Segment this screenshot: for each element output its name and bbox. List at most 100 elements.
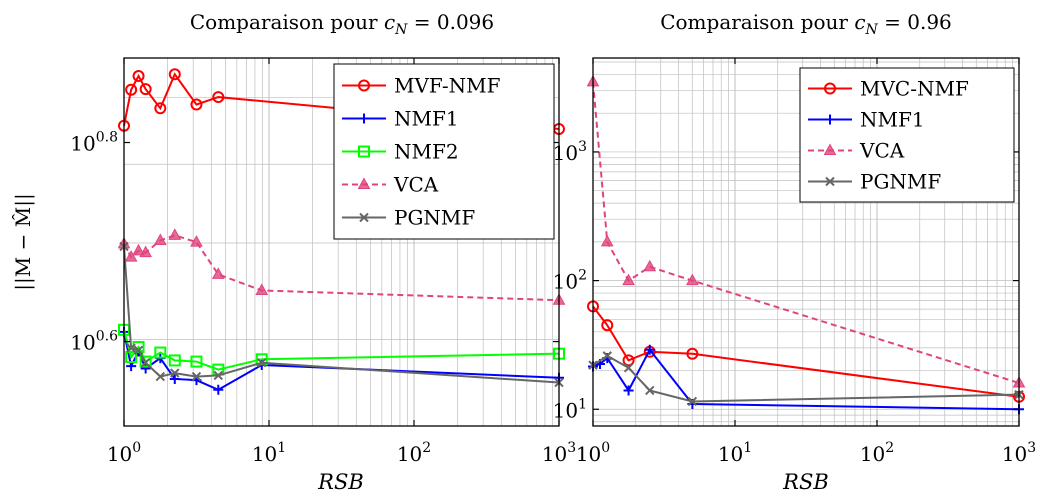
chart-left-title: Comparaison pour cN = 0.096 [190, 10, 494, 38]
data-point-nmf1 [213, 384, 224, 395]
legend-marker-mvf-nmf [358, 79, 370, 92]
data-point-nmf2 [125, 351, 138, 364]
data-point-pgnmf [602, 351, 612, 361]
data-point-vca [686, 273, 699, 286]
legend-label-nmf1: NMF1 [860, 108, 925, 132]
series-pgnmf [119, 241, 564, 388]
series-nmf1 [588, 344, 1024, 415]
chart-right-title: Comparaison pour cN = 0.96 [660, 10, 952, 38]
chart-left-ylabel: ||M − M̂|| [11, 193, 36, 290]
data-point-mvc-nmf [601, 319, 614, 332]
series-line-mvc-nmf [592, 305, 1020, 398]
x-tick-label: 102 [860, 440, 894, 466]
data-point-mvf-nmf [132, 70, 145, 83]
chart-right-frame [592, 57, 1020, 427]
chart-right-xlabel: RSB [782, 470, 829, 494]
data-point-nmf1 [169, 373, 180, 384]
chart-left-xlabel: RSB [317, 470, 364, 494]
series-line-vca [123, 234, 560, 302]
data-point-pgnmf [623, 363, 634, 373]
data-point-mvf-nmf [125, 83, 138, 96]
series-line-nmf1 [123, 331, 560, 391]
data-point-pgnmf [645, 385, 655, 396]
data-point-mvf-nmf [154, 102, 167, 115]
x-tick-label: 100 [576, 440, 610, 466]
data-point-vca [211, 267, 225, 279]
data-point-vca [139, 245, 152, 258]
data-point-pgnmf [170, 368, 180, 378]
chart-left-ticks: 100 101 102 103 100.6 100.8 [70, 58, 576, 466]
x-tick-label: 101 [718, 440, 752, 466]
y-tick-label: 101 [553, 396, 587, 422]
chart-right-ticks: 100 101 102 103 101 102 103 [553, 58, 1036, 466]
y-tick-label: 100.6 [70, 329, 118, 355]
data-point-nmf1 [644, 344, 655, 355]
data-point-mvc-nmf [622, 354, 635, 367]
legend-marker-nmf1 [359, 113, 369, 124]
data-point-pgnmf [140, 357, 151, 368]
data-point-mvf-nmf [190, 98, 203, 111]
data-point-pgnmf [687, 396, 698, 407]
data-point-nmf1 [140, 363, 151, 374]
data-point-pgnmf [213, 370, 224, 381]
legend-marker-pgnmf [825, 176, 835, 187]
chart-right-series [586, 74, 1026, 415]
data-point-nmf2 [168, 354, 181, 367]
x-tick-label: 100 [107, 440, 141, 466]
series-line-vca [592, 81, 1020, 384]
chart-left-frame [123, 57, 560, 427]
legend-label-mvf-nmf: MVF-NMF [394, 74, 501, 98]
legend-marker-vca [823, 143, 837, 155]
legend-marker-mvc-nmf [824, 82, 836, 95]
series-line-nmf2 [123, 329, 560, 371]
data-point-nmf1 [623, 385, 634, 396]
chart-right: Comparaison pour cN = 0.96 100 101 102 1031… [553, 10, 1037, 494]
data-point-vca [622, 273, 635, 286]
chart-left-grid [123, 58, 560, 426]
data-point-vca [190, 235, 203, 247]
series-line-pgnmf [123, 246, 560, 384]
x-tick-label: 103 [1002, 440, 1036, 466]
data-point-vca [132, 243, 145, 256]
legend-marker-nmf2 [358, 145, 370, 158]
legend-marker-pgnmf [359, 212, 369, 223]
series-pgnmf [588, 351, 1024, 407]
data-point-pgnmf [155, 371, 166, 382]
chart-left: Comparaison pour cN = 0.096 100 101 102 103… [11, 10, 576, 494]
y-tick-label: 102 [553, 268, 587, 294]
data-point-mvf-nmf [168, 68, 181, 81]
legend-label-nmf1: NMF1 [394, 107, 459, 131]
x-tick-label: 103 [542, 440, 576, 466]
x-tick-label: 101 [252, 440, 286, 466]
data-point-pgnmf [191, 371, 202, 382]
legend-label-pgnmf: PGNMF [394, 206, 475, 230]
x-tick-label: 102 [397, 440, 431, 466]
data-point-nmf2 [139, 355, 152, 368]
data-point-vca [600, 234, 614, 247]
legend-label-vca: VCA [859, 139, 905, 163]
legend-label-nmf2: NMF2 [394, 140, 459, 164]
data-point-pgnmf [126, 343, 136, 353]
data-point-vca [153, 233, 167, 245]
chart-right-legend: MVC-NMF NMF1 VCA PGNMF [799, 67, 1015, 203]
series-line-nmf1 [592, 347, 1020, 411]
data-point-mvc-nmf [686, 347, 699, 360]
legend-label-pgnmf: PGNMF [860, 170, 941, 194]
data-point-nmf2 [154, 346, 167, 359]
chart-left-legend: MVF-NMF NMF1 NMF2 VCA PGNMF [333, 63, 555, 240]
data-point-mvf-nmf [212, 91, 225, 104]
data-point-vca [168, 228, 182, 240]
data-point-pgnmf [257, 357, 267, 368]
legend-label-mvc-nmf: MVC-NMF [860, 77, 969, 101]
data-point-mvf-nmf [139, 83, 152, 96]
data-point-vca [255, 283, 269, 295]
legend-label-vca: VCA [393, 173, 439, 197]
series-vca [117, 228, 566, 305]
y-tick-label: 103 [553, 139, 587, 165]
series-vca [586, 74, 1026, 388]
y-tick-label: 100.8 [70, 130, 118, 156]
data-point-pgnmf [133, 345, 144, 356]
legend-marker-nmf1 [825, 114, 835, 125]
data-point-nmf2 [190, 355, 203, 368]
